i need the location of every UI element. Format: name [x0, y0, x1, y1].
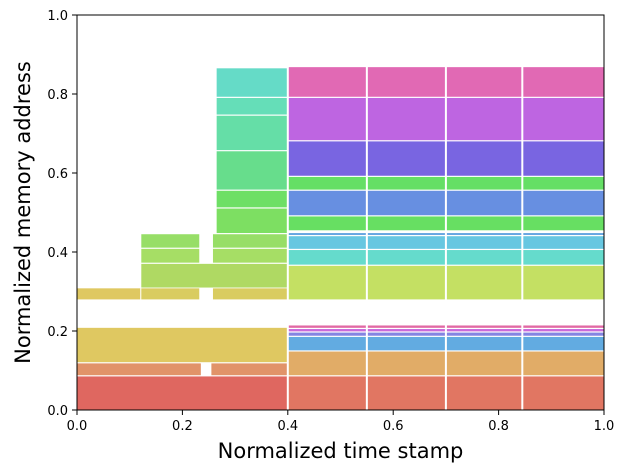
allocation-block	[77, 363, 201, 376]
x-tick-label: 1.0	[594, 419, 615, 434]
allocation-block	[141, 248, 200, 263]
y-tick-label: 0.6	[47, 167, 68, 182]
allocation-block	[216, 151, 288, 190]
y-tick-label: 0.2	[47, 325, 68, 340]
allocation-block	[216, 97, 288, 115]
x-tick-label: 0.4	[277, 419, 298, 434]
y-tick-label: 0.8	[47, 88, 68, 103]
x-axis-label: Normalized time stamp	[218, 439, 464, 463]
allocation-block	[212, 248, 288, 263]
x-tick-label: 0.6	[383, 419, 404, 434]
allocation-block	[211, 363, 288, 376]
axis-ticks: 0.0 0.2 0.4 0.6 0.8 1.0 0.0 0.2 0.4 0.6 0.8 1.0	[47, 9, 614, 434]
plot-area	[77, 15, 604, 410]
allocation-block	[141, 263, 288, 288]
allocation-block	[216, 68, 288, 97]
axes-frame	[76, 14, 605, 411]
allocation-block	[141, 234, 200, 248]
y-tick-label: 1.0	[47, 9, 68, 24]
allocation-block	[216, 190, 288, 208]
y-axis-label: Normalized memory address	[11, 61, 35, 364]
allocation-block	[77, 288, 141, 300]
y-tick-label: 0.4	[47, 246, 68, 261]
allocation-block	[141, 288, 200, 300]
allocation-block	[212, 234, 288, 248]
x-tick-label: 0.8	[488, 419, 509, 434]
y-tick-label: 0.0	[47, 404, 68, 419]
allocation-block	[216, 115, 288, 151]
x-tick-label: 0.0	[67, 419, 88, 434]
allocation-block	[77, 376, 288, 410]
x-tick-label: 0.2	[172, 419, 193, 434]
allocation-block	[216, 208, 288, 234]
allocation-block	[77, 327, 288, 363]
allocation-block	[212, 288, 288, 300]
